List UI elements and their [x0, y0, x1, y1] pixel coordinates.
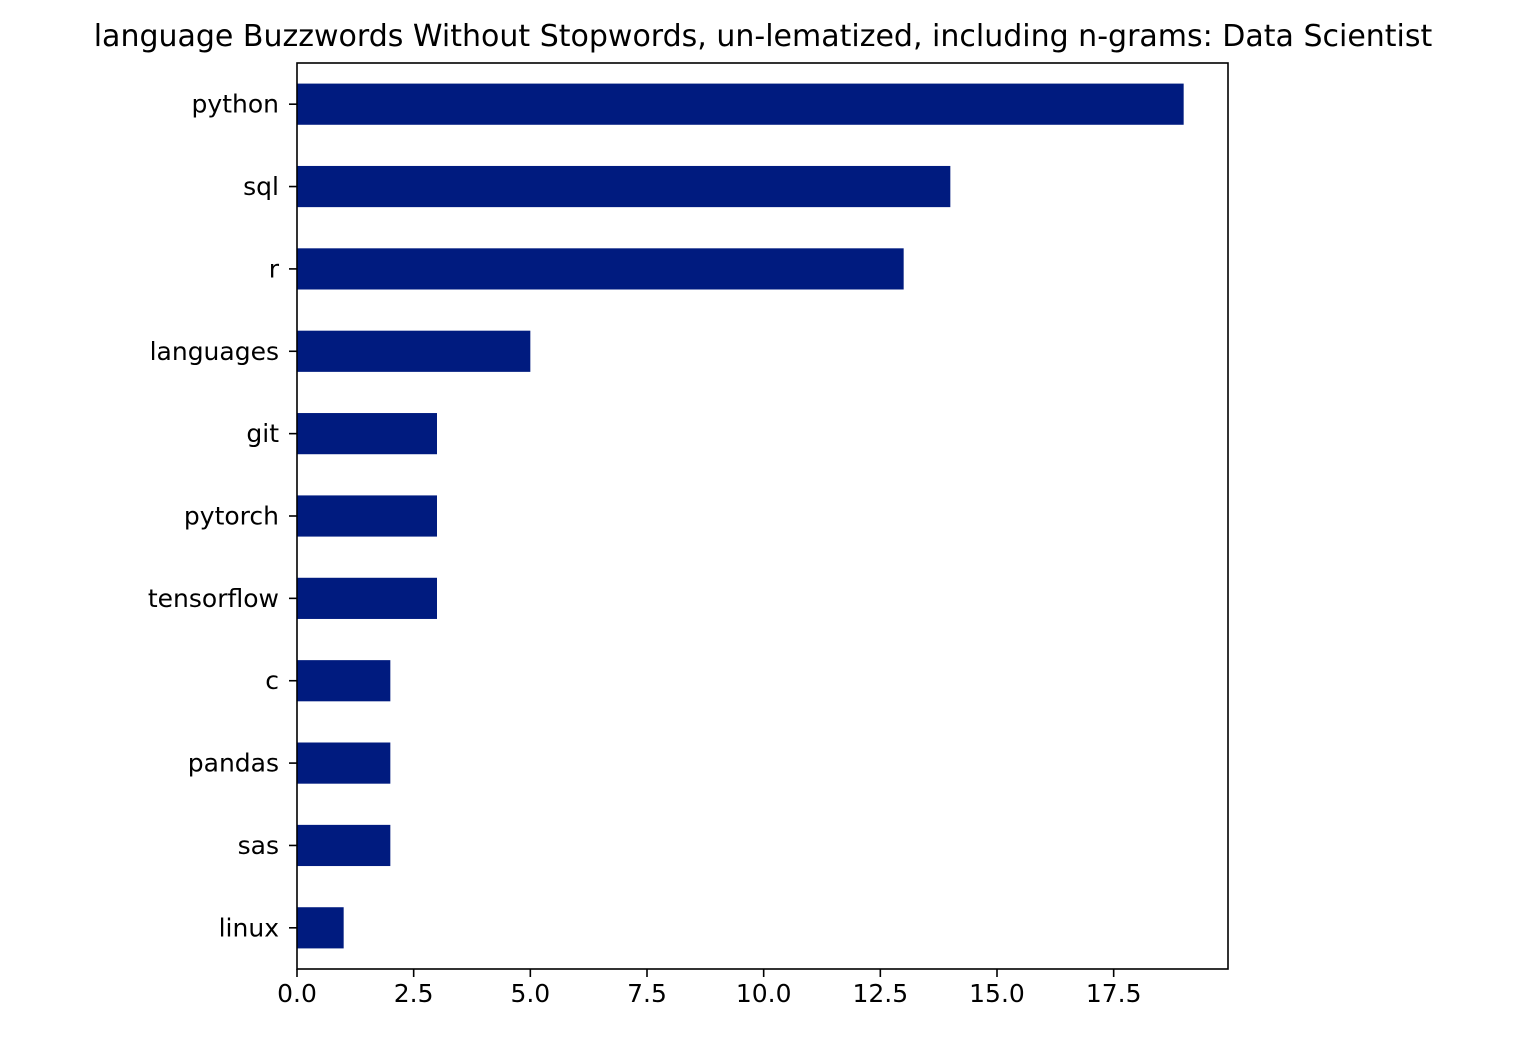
bar-languages	[297, 330, 531, 372]
y-tick-label: languages	[150, 337, 279, 366]
x-tick-label: 5.0	[510, 979, 550, 1008]
y-tick-label: git	[246, 419, 279, 448]
bar-pytorch	[297, 495, 437, 537]
plot-frame	[296, 62, 1229, 970]
bar-git	[297, 413, 437, 455]
bar-r	[297, 248, 904, 290]
x-tick-label: 2.5	[394, 979, 434, 1008]
bar-linux	[297, 907, 344, 949]
y-tick-label: tensorflow	[148, 584, 279, 613]
chart-title: language Buzzwords Without Stopwords, un…	[94, 19, 1433, 54]
y-tick-label: pytorch	[184, 502, 279, 531]
x-tick-label: 7.5	[627, 979, 667, 1008]
y-tick-label: linux	[219, 913, 279, 942]
y-axis: python sql r languages git pytorch tensorflow c…	[148, 90, 297, 942]
x-axis: 0.0 2.5 5.0 7.5 10.0 12.5 15.0 17.5	[277, 969, 1142, 1008]
bar-pandas	[297, 742, 391, 784]
y-tick-label: sql	[243, 172, 279, 201]
y-tick-label: python	[192, 90, 279, 119]
y-tick-label: sas	[238, 831, 279, 860]
y-tick-label: c	[265, 666, 279, 695]
bars-layer	[297, 83, 1184, 949]
bar-tensorflow	[297, 577, 437, 619]
x-tick-label: 17.5	[1086, 979, 1142, 1008]
x-tick-label: 0.0	[277, 979, 317, 1008]
bar-sas	[297, 824, 391, 867]
bar-python	[297, 83, 1184, 125]
x-tick-label: 15.0	[969, 979, 1025, 1008]
y-tick-label: pandas	[188, 749, 279, 778]
bar-sql	[297, 165, 951, 208]
x-tick-label: 10.0	[736, 979, 792, 1008]
y-tick-label: r	[269, 254, 280, 283]
bar-c	[297, 660, 391, 702]
x-tick-label: 12.5	[852, 979, 908, 1008]
